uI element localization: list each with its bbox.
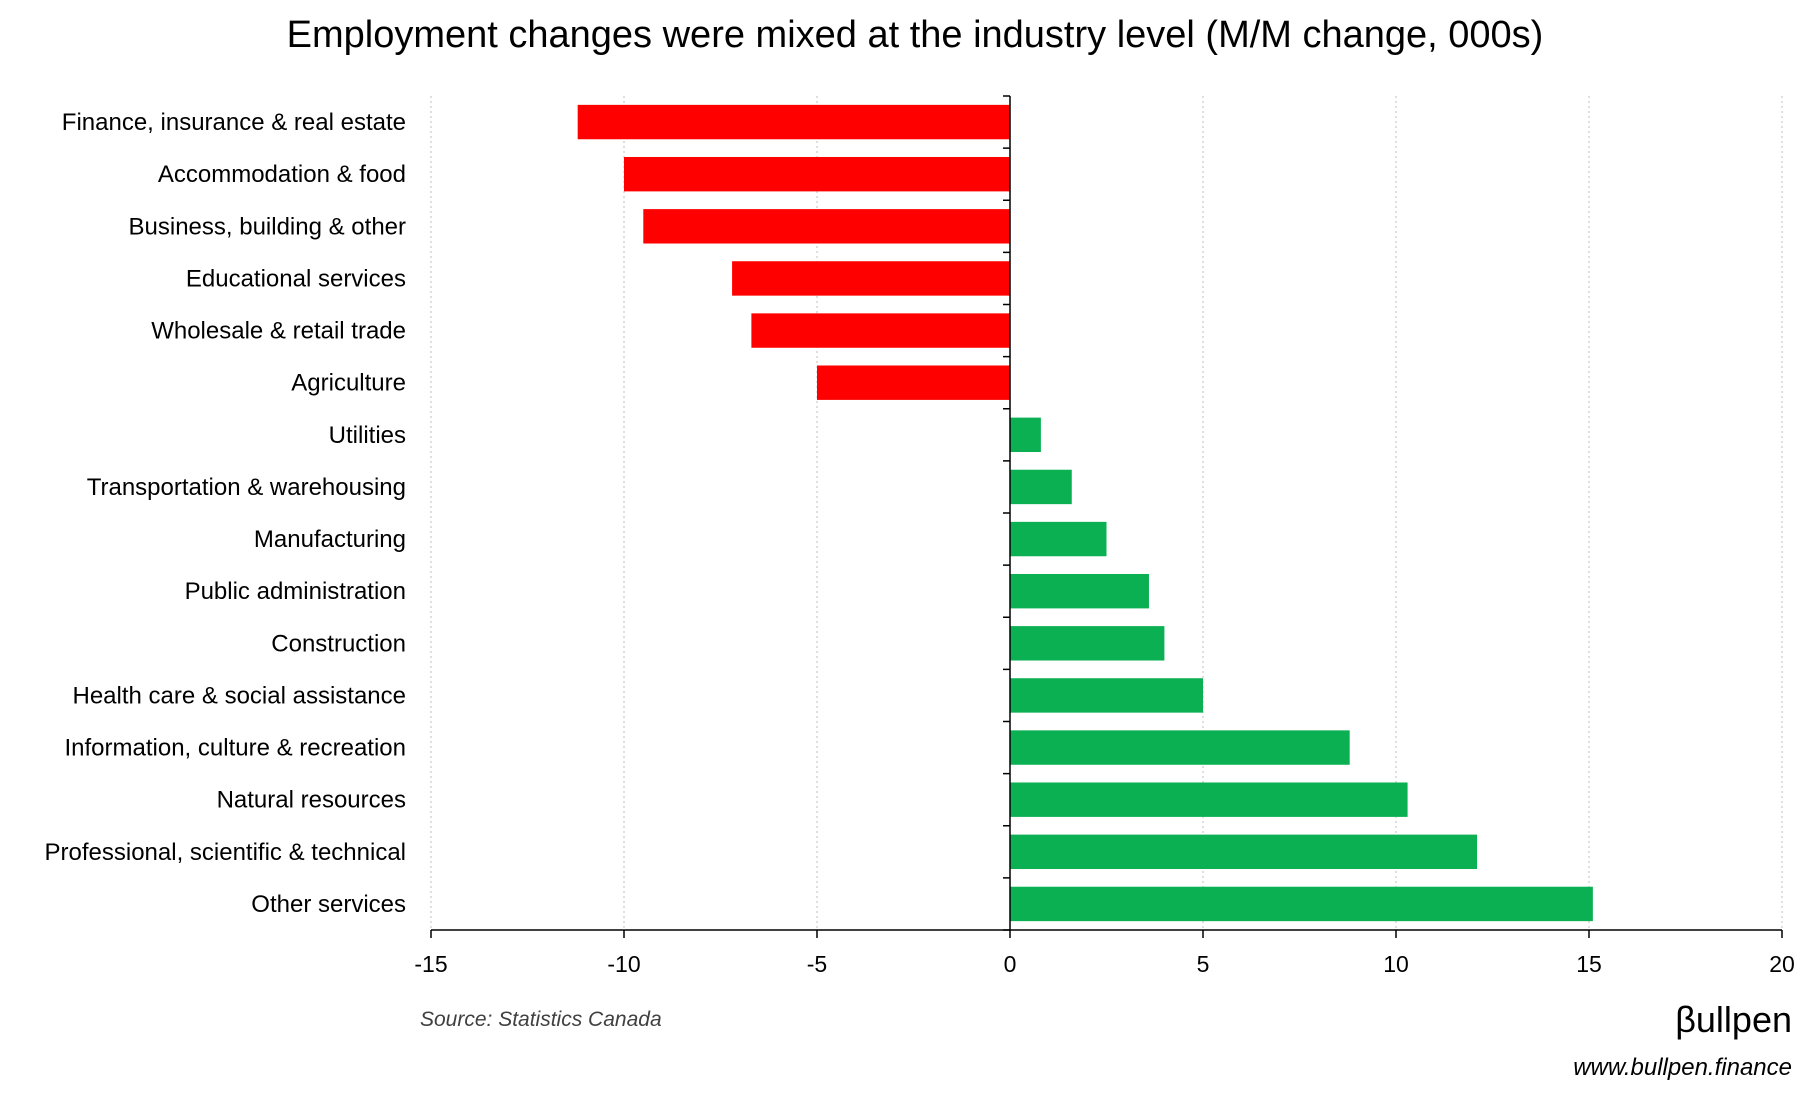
bar-10 xyxy=(1010,626,1165,661)
source-note: Source: Statistics Canada xyxy=(420,1008,662,1031)
axes xyxy=(430,95,1783,938)
category-label-14: Professional, scientific & technical xyxy=(45,839,407,866)
category-label-0: Finance, insurance & real estate xyxy=(62,109,406,136)
category-label-9: Public administration xyxy=(185,578,406,605)
x-tick-label-1: -10 xyxy=(607,951,640,977)
category-label-5: Agriculture xyxy=(291,370,406,397)
x-tick-labels: -15 -10 -5 0 5 10 15 20 xyxy=(414,951,1794,977)
bars xyxy=(577,104,1593,922)
bar-13 xyxy=(1010,782,1408,817)
x-tick-label-7: 20 xyxy=(1769,951,1795,977)
category-label-1: Accommodation & food xyxy=(158,161,406,188)
bar-11 xyxy=(1010,678,1203,713)
x-tick-label-6: 15 xyxy=(1576,951,1602,977)
brand-logo: βullpen xyxy=(1675,999,1792,1040)
category-label-8: Manufacturing xyxy=(254,526,406,553)
category-label-3: Educational services xyxy=(186,265,406,292)
category-labels: Finance, insurance & real estate Accommod… xyxy=(45,109,407,918)
brand-url: www.bullpen.finance xyxy=(1573,1054,1792,1081)
x-tick-label-5: 10 xyxy=(1383,951,1409,977)
bar-7 xyxy=(1010,469,1072,505)
x-tick-label-4: 5 xyxy=(1197,951,1210,977)
category-label-10: Construction xyxy=(271,630,406,657)
category-label-6: Utilities xyxy=(329,422,406,449)
category-label-12: Information, culture & recreation xyxy=(65,735,407,762)
bar-2 xyxy=(643,209,1010,244)
bar-5 xyxy=(817,365,1010,400)
bar-9 xyxy=(1010,573,1149,609)
chart-title: Employment changes were mixed at the ind… xyxy=(287,14,1544,56)
category-label-4: Wholesale & retail trade xyxy=(151,318,406,345)
bar-4 xyxy=(751,313,1010,348)
bar-14 xyxy=(1010,834,1478,870)
bar-6 xyxy=(1010,417,1041,453)
bar-15 xyxy=(1010,886,1593,922)
bar-8 xyxy=(1010,521,1107,557)
x-tick-label-0: -15 xyxy=(414,951,447,977)
bar-12 xyxy=(1010,730,1350,765)
category-label-13: Natural resources xyxy=(217,787,406,814)
bar-0 xyxy=(577,104,1010,140)
bar-1 xyxy=(624,156,1010,192)
x-tick-label-2: -5 xyxy=(807,951,827,977)
category-label-15: Other services xyxy=(251,891,406,918)
category-label-7: Transportation & warehousing xyxy=(87,474,406,501)
bar-3 xyxy=(732,261,1010,296)
category-label-2: Business, building & other xyxy=(129,213,407,240)
category-label-11: Health care & social assistance xyxy=(73,682,407,709)
x-tick-label-3: 0 xyxy=(1004,951,1017,977)
